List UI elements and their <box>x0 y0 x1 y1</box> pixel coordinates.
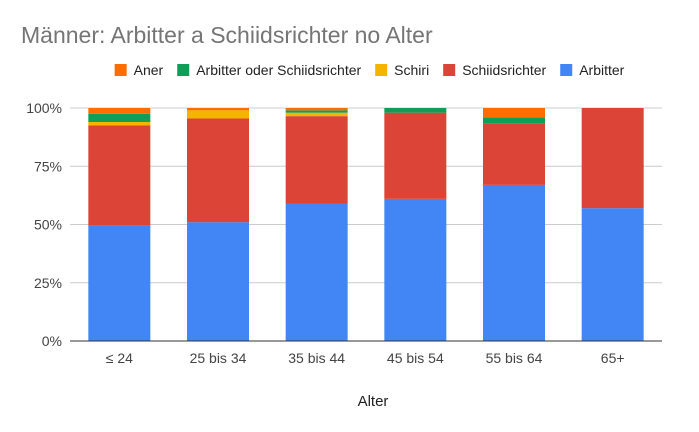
gridlines <box>70 107 662 284</box>
legend-item-schiidsrichter: Schiidsrichter <box>443 62 547 78</box>
legend-label: Aner <box>134 62 164 78</box>
bar-arbitter <box>88 225 151 341</box>
legend-item-arbitter: Arbitter <box>560 62 625 78</box>
bar-aner <box>88 108 151 114</box>
legend-swatch <box>560 64 573 76</box>
bar-schiri <box>88 121 151 126</box>
legend: Aner Arbitter oder Schiidsrichter Schiri Sc… <box>114 62 625 78</box>
bars <box>88 108 644 341</box>
bar-arbitter-oder-schiidsrichter <box>483 117 545 124</box>
x-tick-label: 35 bis 44 <box>288 350 345 366</box>
legend-item-schiri: Schiri <box>375 62 429 78</box>
x-tick-label: 25 bis 34 <box>190 350 247 366</box>
y-tick-label: 25% <box>34 275 62 291</box>
bar-arbitter <box>384 198 447 341</box>
bar-schiidsrichter <box>384 112 447 199</box>
x-tick-label: 65+ <box>601 350 625 366</box>
legend-swatch <box>443 64 456 76</box>
axes: 0% 25% 50% 75% 100% ≤ 24 25 bis 34 35 bis 44 45 … <box>26 100 662 366</box>
legend-item-aner: Aner <box>114 62 164 78</box>
legend-label: Schiri <box>394 62 429 78</box>
bar-aner <box>483 108 545 118</box>
bar-arbitter <box>285 203 348 341</box>
bar-schiidsrichter <box>483 123 545 185</box>
bar-arbitter-oder-schiidsrichter <box>88 113 151 122</box>
chart-title: Männer: Arbitter a Schiidsrichter no Alt… <box>21 22 433 48</box>
y-tick-label: 50% <box>34 217 62 233</box>
legend-label: Arbitter oder Schiidsrichter <box>196 62 361 78</box>
bar-schiri <box>187 110 249 119</box>
bar-arbitter <box>187 222 249 341</box>
legend-swatch <box>375 64 388 76</box>
x-tick-label: 45 bis 54 <box>387 350 444 366</box>
bar-arbitter <box>483 184 545 341</box>
bar-arbitter-oder-schiidsrichter <box>384 108 447 113</box>
bar-schiri <box>285 112 348 117</box>
bar-arbitter <box>581 208 644 341</box>
y-tick-label: 0% <box>42 333 62 349</box>
legend-label: Schiidsrichter <box>462 62 546 78</box>
x-tick-label: ≤ 24 <box>106 350 133 366</box>
legend-swatch <box>114 64 127 76</box>
bar-schiidsrichter <box>187 118 249 223</box>
legend-label: Arbitter <box>579 62 624 78</box>
bar-arbitter-oder-schiidsrichter <box>285 110 348 113</box>
x-axis-title: Alter <box>358 393 389 410</box>
bar-schiidsrichter <box>581 108 644 209</box>
y-tick-label: 100% <box>26 100 62 116</box>
legend-item-arbitter-oder-schiidsrichter: Arbitter oder Schiidsrichter <box>177 62 362 78</box>
bar-aner <box>285 108 348 111</box>
bar-aner <box>187 108 249 111</box>
bar-schiidsrichter <box>88 125 151 226</box>
y-tick-label: 75% <box>34 158 62 174</box>
legend-swatch <box>177 64 190 76</box>
x-tick-label: 55 bis 64 <box>486 350 543 366</box>
bar-schiidsrichter <box>285 116 348 204</box>
